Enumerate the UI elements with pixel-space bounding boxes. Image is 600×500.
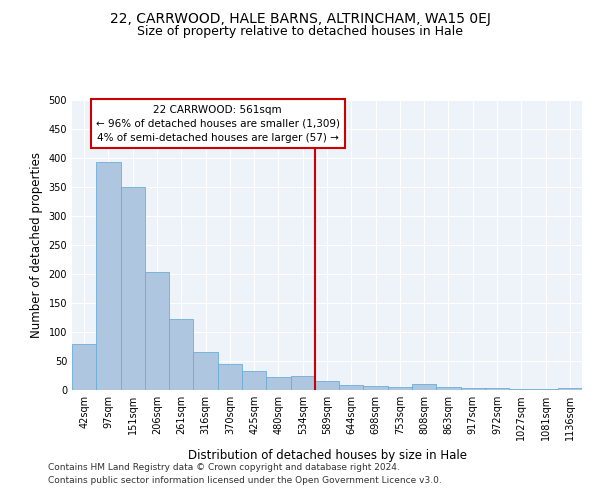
X-axis label: Distribution of detached houses by size in Hale: Distribution of detached houses by size … <box>187 448 467 462</box>
Bar <box>169 318 193 390</box>
Bar <box>339 386 364 390</box>
Bar <box>121 187 145 390</box>
Text: Size of property relative to detached houses in Hale: Size of property relative to detached ho… <box>137 25 463 38</box>
Bar <box>242 372 266 390</box>
Bar <box>461 388 485 390</box>
Bar <box>485 388 509 390</box>
Text: 22 CARRWOOD: 561sqm
← 96% of detached houses are smaller (1,309)
4% of semi-deta: 22 CARRWOOD: 561sqm ← 96% of detached ho… <box>96 104 340 142</box>
Text: 22, CARRWOOD, HALE BARNS, ALTRINCHAM, WA15 0EJ: 22, CARRWOOD, HALE BARNS, ALTRINCHAM, WA… <box>110 12 490 26</box>
Text: Contains HM Land Registry data © Crown copyright and database right 2024.: Contains HM Land Registry data © Crown c… <box>48 464 400 472</box>
Bar <box>218 364 242 390</box>
Bar <box>72 344 96 390</box>
Bar <box>315 382 339 390</box>
Bar <box>96 162 121 390</box>
Bar <box>558 388 582 390</box>
Bar <box>364 386 388 390</box>
Bar <box>412 384 436 390</box>
Y-axis label: Number of detached properties: Number of detached properties <box>30 152 43 338</box>
Bar <box>436 386 461 390</box>
Bar <box>145 272 169 390</box>
Bar <box>509 389 533 390</box>
Bar <box>193 352 218 390</box>
Bar <box>290 376 315 390</box>
Text: Contains public sector information licensed under the Open Government Licence v3: Contains public sector information licen… <box>48 476 442 485</box>
Bar <box>388 387 412 390</box>
Bar <box>266 377 290 390</box>
